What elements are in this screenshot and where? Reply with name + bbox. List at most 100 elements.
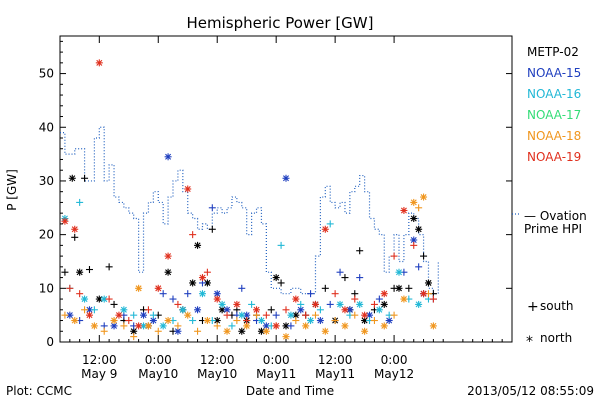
data-point-noaa-19-north	[420, 290, 428, 298]
marker-legend-north: * north	[526, 331, 572, 350]
data-point-noaa-18-south	[233, 317, 241, 325]
data-point-noaa-18-north	[380, 322, 388, 330]
x-tick-label-time: 0:00	[263, 353, 290, 367]
data-point-noaa-16-north	[198, 290, 206, 298]
data-point-metp-02-north	[272, 274, 280, 282]
data-point-noaa-18-south	[415, 204, 423, 212]
data-point-metp-02-south	[85, 266, 93, 274]
data-point-noaa-16-south	[189, 317, 197, 325]
data-point-noaa-19-north	[253, 306, 261, 314]
data-point-noaa-18-north	[400, 295, 408, 303]
data-point-noaa-19-south	[390, 252, 398, 260]
data-point-noaa-16-south	[149, 311, 157, 319]
data-point-noaa-18-north	[71, 317, 79, 325]
ovation-hpi-line	[60, 126, 439, 295]
data-point-noaa-18-south	[194, 327, 202, 335]
data-point-metp-02-south	[71, 233, 79, 241]
data-point-noaa-18-south	[311, 311, 319, 319]
data-point-noaa-16-north	[159, 322, 167, 330]
data-point-noaa-16-south	[297, 300, 305, 308]
data-point-noaa-19-north	[198, 274, 206, 282]
x-tick-label-date: May 9	[81, 367, 117, 381]
y-tick-label: 30	[39, 174, 54, 188]
data-point-noaa-19-south	[203, 268, 211, 276]
data-point-noaa-16-north	[336, 300, 344, 308]
marker-legend-south: + south	[527, 299, 574, 315]
data-point-noaa-15-south	[375, 295, 383, 303]
legend-entry-noaa-17: NOAA-17	[527, 108, 581, 122]
data-point-noaa-19-north	[321, 225, 329, 233]
data-point-noaa-16-south	[76, 198, 84, 206]
data-point-noaa-18-south	[390, 311, 398, 319]
data-point-noaa-19-south	[144, 306, 152, 314]
data-point-noaa-19-south	[66, 284, 74, 292]
data-point-noaa-16-north	[307, 317, 315, 325]
data-point-noaa-16-north	[81, 295, 89, 303]
data-point-noaa-15-north	[282, 174, 290, 182]
data-point-noaa-18-south	[61, 311, 69, 319]
data-point-metp-02-south	[81, 174, 89, 182]
svg-text:+: +	[527, 299, 539, 315]
legend-entry-noaa-16: NOAA-16	[527, 87, 581, 101]
data-point-noaa-16-south	[248, 300, 256, 308]
data-point-metp-02-north	[68, 174, 76, 182]
data-point-metp-02-south	[105, 263, 113, 271]
data-point-metp-02-north	[424, 279, 432, 287]
x-tick-label-time: 12:00	[82, 353, 117, 367]
data-point-noaa-16-south	[277, 241, 285, 249]
data-point-noaa-19-north	[380, 290, 388, 298]
data-point-noaa-19-south	[370, 300, 378, 308]
data-point-metp-02-north	[194, 241, 202, 249]
data-point-noaa-18-south	[351, 311, 359, 319]
data-point-noaa-19-north	[154, 284, 162, 292]
data-point-noaa-15-north	[164, 153, 172, 161]
data-point-noaa-18-south	[370, 317, 378, 325]
data-point-noaa-18-south	[292, 317, 300, 325]
data-point-noaa-16-north	[287, 311, 295, 319]
data-point-noaa-18-north	[410, 198, 418, 206]
legend-entry-noaa-18: NOAA-18	[527, 129, 581, 143]
data-point-noaa-15-south	[307, 290, 315, 298]
data-point-noaa-16-south	[326, 220, 334, 228]
data-point-noaa-18-south	[81, 306, 89, 314]
data-point-noaa-16-south	[228, 322, 236, 330]
satellite-points	[61, 59, 437, 341]
x-tick-label-time: 0:00	[145, 353, 172, 367]
data-point-noaa-18-north	[144, 322, 152, 330]
data-point-noaa-19-north	[341, 306, 349, 314]
data-point-noaa-19-south	[125, 317, 133, 325]
data-point-metp-02-south	[61, 268, 69, 276]
data-point-metp-02-south	[277, 279, 285, 287]
x-tick-label-date: May10	[138, 367, 178, 381]
data-point-noaa-18-south	[130, 333, 138, 341]
data-point-metp-02-south	[110, 300, 118, 308]
x-tick-label-date: May11	[256, 367, 296, 381]
data-point-noaa-15-south	[184, 290, 192, 298]
ovation-hpi-path	[60, 126, 439, 295]
data-point-noaa-18-north	[420, 193, 428, 201]
ovation-legend-line1: — Ovation	[524, 209, 587, 223]
y-tick-label: 10	[39, 281, 54, 295]
data-point-noaa-16-north	[356, 300, 364, 308]
data-point-noaa-19-south	[331, 290, 339, 298]
data-point-noaa-15-south	[326, 300, 334, 308]
data-point-noaa-15-south	[159, 290, 167, 298]
data-point-noaa-18-north	[341, 322, 349, 330]
data-point-noaa-18-north	[203, 317, 211, 325]
data-point-noaa-19-south	[262, 311, 270, 319]
data-point-noaa-15-south	[336, 268, 344, 276]
data-point-noaa-15-south	[356, 274, 364, 282]
data-point-noaa-19-north	[135, 322, 143, 330]
y-axis: 0 10 20 30 40 50	[39, 40, 512, 349]
data-point-noaa-18-north	[90, 322, 98, 330]
data-point-noaa-19-south	[429, 295, 437, 303]
data-point-noaa-19-south	[351, 295, 359, 303]
data-point-noaa-19-north	[311, 300, 319, 308]
data-point-noaa-16-north	[179, 306, 187, 314]
data-point-noaa-19-north	[272, 322, 280, 330]
data-point-metp-02-north	[238, 327, 246, 335]
data-point-noaa-16-north	[238, 311, 246, 319]
data-point-noaa-19-south	[189, 231, 197, 239]
data-point-noaa-19-south	[282, 306, 290, 314]
y-tick-label: 20	[39, 228, 54, 242]
